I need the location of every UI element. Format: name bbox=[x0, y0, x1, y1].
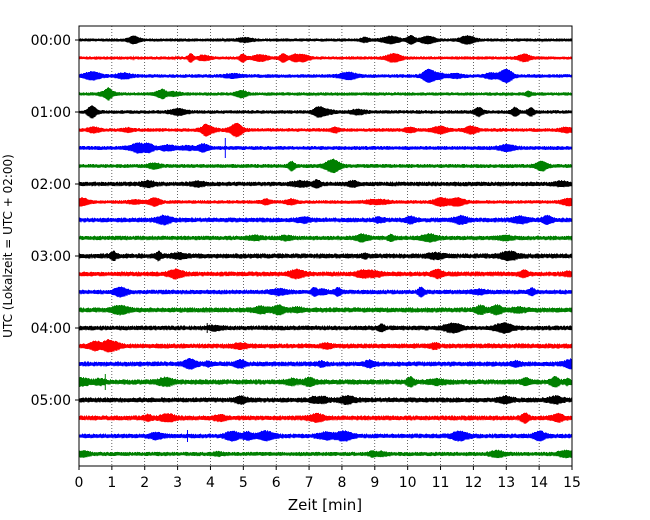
trace-line bbox=[78, 179, 573, 189]
y-axis-label: UTC (Lokalzeit = UTC + 02:00) bbox=[1, 154, 15, 338]
trace-line bbox=[78, 268, 573, 280]
trace-line bbox=[78, 197, 573, 208]
trace-line bbox=[78, 122, 573, 138]
x-tick-label: 1 bbox=[107, 475, 116, 491]
trace-line bbox=[78, 105, 573, 119]
trace-line bbox=[78, 52, 573, 63]
trace-line bbox=[78, 374, 573, 390]
x-tick-label: 12 bbox=[464, 475, 482, 491]
y-tick-label: 00:00 bbox=[31, 33, 71, 49]
trace-line bbox=[78, 430, 573, 442]
x-tick-label: 2 bbox=[140, 475, 149, 491]
x-tick-label: 3 bbox=[173, 475, 182, 491]
y-tick-label: 02:00 bbox=[31, 177, 71, 193]
trace-line bbox=[78, 158, 573, 174]
trace-line bbox=[78, 68, 573, 84]
x-tick-label: 4 bbox=[206, 475, 215, 491]
seismic-traces bbox=[78, 34, 573, 459]
trace-line bbox=[78, 412, 573, 424]
trace-line bbox=[78, 233, 573, 243]
y-tick-label: 01:00 bbox=[31, 105, 71, 121]
y-axis-ticks: 00:00 01:00 02:00 03:00 04:00 05:00 bbox=[31, 33, 79, 409]
trace-line bbox=[78, 34, 573, 45]
x-tick-label: 14 bbox=[530, 475, 548, 491]
grid-lines bbox=[111, 26, 540, 466]
x-tick-label: 8 bbox=[337, 475, 346, 491]
y-tick-label: 04:00 bbox=[31, 321, 71, 337]
x-tick-label: 9 bbox=[370, 475, 379, 491]
trace-line bbox=[78, 449, 573, 459]
trace-line bbox=[78, 395, 573, 406]
x-tick-label: 13 bbox=[497, 475, 515, 491]
x-tick-label: 7 bbox=[305, 475, 314, 491]
y-tick-label: 03:00 bbox=[31, 249, 71, 265]
x-tick-label: 10 bbox=[399, 475, 417, 491]
plot-frame bbox=[78, 25, 573, 467]
x-tick-label: 15 bbox=[563, 475, 581, 491]
x-axis-label: Zeit [min] bbox=[288, 496, 362, 514]
trace-line bbox=[78, 250, 573, 262]
x-tick-label: 5 bbox=[239, 475, 248, 491]
plot-background bbox=[79, 26, 572, 466]
trace-line bbox=[78, 286, 573, 298]
trace-line bbox=[78, 358, 573, 370]
trace-line bbox=[78, 87, 573, 101]
y-tick-label: 05:00 bbox=[31, 393, 71, 409]
x-tick-label: 0 bbox=[75, 475, 84, 491]
trace-line bbox=[78, 339, 573, 353]
trace-line bbox=[78, 138, 573, 158]
x-tick-label: 11 bbox=[432, 475, 450, 491]
x-axis-ticks: 0 1 2 3 4 5 6 7 8 9 10 11 12 13 14 15 bbox=[75, 466, 581, 491]
x-tick-label: 6 bbox=[272, 475, 281, 491]
trace-line bbox=[78, 322, 573, 334]
trace-line bbox=[78, 304, 573, 316]
trace-line bbox=[78, 214, 573, 226]
